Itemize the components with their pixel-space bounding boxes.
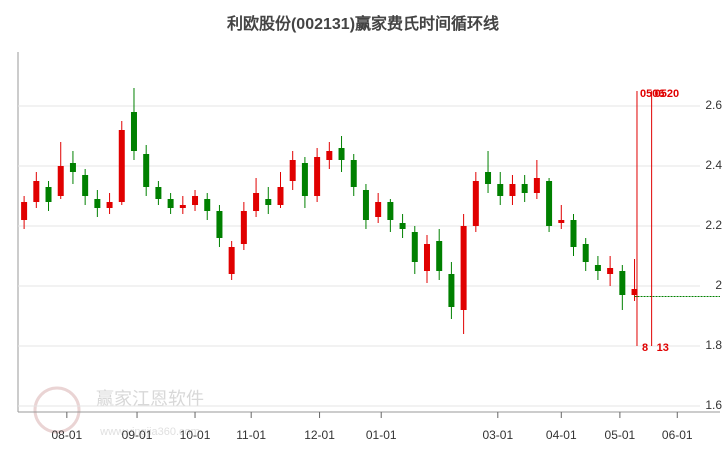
candle-body: [546, 181, 553, 226]
y-tick-label: 2.4: [705, 158, 722, 172]
candle-body: [106, 202, 113, 208]
candle-body: [228, 247, 235, 274]
watermark-logo: [33, 386, 81, 434]
cycle-top-label: 0506: [640, 88, 664, 100]
candle-body: [289, 160, 296, 181]
x-tick-label: 04-01: [546, 428, 577, 442]
candle-body: [118, 130, 125, 202]
y-tick-label: 2.2: [705, 218, 722, 232]
cycle-top-label: 0520: [655, 88, 679, 100]
candle-body: [45, 187, 52, 202]
candle-body: [497, 184, 504, 196]
candle-body: [277, 187, 284, 205]
y-tick-label: 2: [715, 278, 722, 292]
candle-body: [423, 244, 430, 271]
chart-title: 利欧股份(002131)赢家费氏时间循环线: [227, 14, 499, 33]
candle-body: [399, 223, 406, 229]
candle-body: [69, 163, 76, 172]
y-tick-label: 1.8: [705, 338, 722, 352]
x-tick-label: 05-01: [605, 428, 636, 442]
candle-body: [33, 181, 40, 202]
candle-body: [533, 178, 540, 193]
candle-body: [143, 154, 150, 187]
candle-body: [301, 163, 308, 196]
x-tick-label: 11-01: [236, 428, 266, 442]
cycle-bottom-label: 13: [657, 342, 669, 354]
candle-body: [448, 274, 455, 307]
candle-body: [436, 241, 443, 271]
x-tick-label: 06-01: [662, 428, 693, 442]
candle-body: [582, 244, 589, 262]
candle-body: [155, 187, 162, 199]
candle-body: [375, 202, 382, 217]
candle-body: [326, 151, 333, 160]
candle-body: [265, 199, 272, 205]
candle-body: [94, 199, 101, 208]
candle-body: [21, 202, 28, 220]
cycle-bottom-label: 8: [642, 342, 648, 354]
y-tick-label: 1.6: [705, 398, 722, 412]
candle-body: [204, 199, 211, 211]
x-tick-label: 09-01: [122, 428, 153, 442]
watermark: 赢家江恩软件: [96, 388, 204, 409]
x-tick-label: 12-01: [304, 428, 335, 442]
candle-body: [130, 112, 137, 151]
candle-body: [485, 172, 492, 184]
watermark-url: www.yingjia360.com: [99, 426, 200, 438]
candle-body: [607, 268, 614, 274]
candle-body: [594, 265, 601, 271]
candle-body: [362, 190, 369, 220]
candle-body: [509, 184, 516, 196]
candle-body: [192, 196, 199, 205]
candle-body: [631, 289, 638, 295]
candle-body: [350, 160, 357, 187]
candle-body: [521, 184, 528, 193]
candle-body: [619, 271, 626, 295]
candle-body: [57, 166, 64, 196]
candle-body: [338, 148, 345, 160]
candle-body: [387, 202, 394, 220]
y-tick-label: 2.6: [705, 98, 722, 112]
x-tick-label: 01-01: [366, 428, 397, 442]
candle-body: [570, 220, 577, 247]
x-tick-label: 08-01: [51, 428, 82, 442]
x-tick-label: 03-01: [482, 428, 513, 442]
candle-body: [216, 211, 223, 238]
candle-body: [240, 211, 247, 244]
candle-body: [253, 193, 260, 211]
candle-body: [558, 220, 565, 223]
candle-body: [314, 157, 321, 196]
candle-body: [460, 226, 467, 310]
candle-body: [82, 175, 89, 196]
x-tick-label: 10-01: [180, 428, 211, 442]
candle-body: [411, 232, 418, 262]
candle-body: [472, 181, 479, 226]
candle-body: [179, 205, 186, 208]
candle-body: [167, 199, 174, 208]
